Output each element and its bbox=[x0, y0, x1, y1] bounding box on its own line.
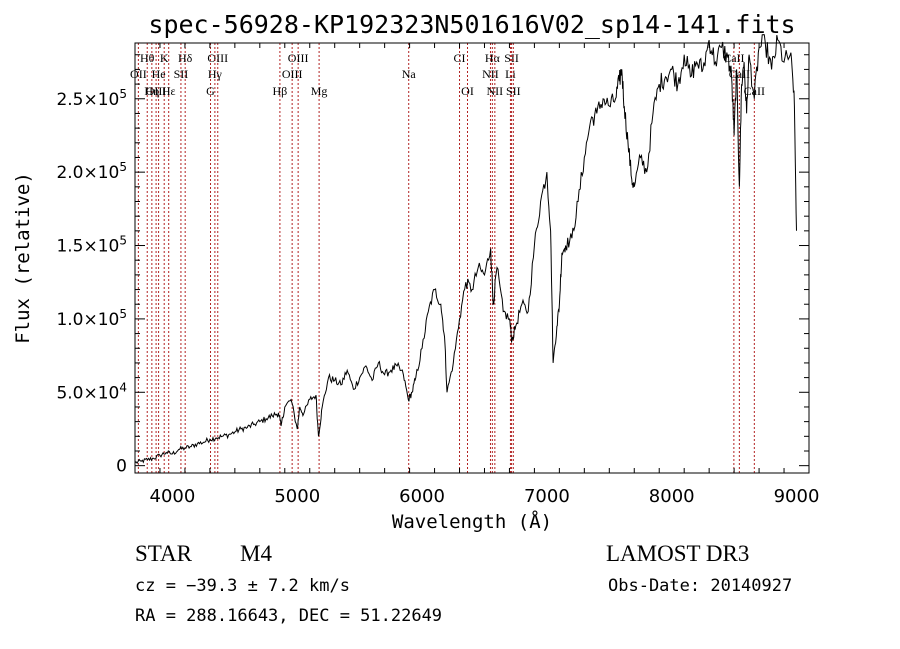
y-tick-label: 5.0×104 bbox=[56, 380, 127, 403]
x-axis-label: Wavelength (Å) bbox=[392, 510, 552, 533]
x-axis-ticks: 4000 5000 6000 7000 8000 9000 bbox=[134, 43, 820, 507]
marker-label-12: Hγ bbox=[208, 67, 223, 81]
marker-label-4: OIII bbox=[288, 51, 309, 65]
marker-label-19: Hη bbox=[144, 84, 159, 98]
y-axis-ticks: 0 5.0×104 1.0×105 1.5×105 2.0×105 2.5×105 bbox=[56, 54, 809, 477]
marker-label-23: Mg bbox=[311, 84, 328, 98]
object-class: STAR bbox=[135, 541, 193, 566]
marker-label-24: OI bbox=[461, 84, 474, 98]
x-tick-label: 5000 bbox=[274, 486, 320, 507]
marker-label-26: SII bbox=[506, 84, 521, 98]
marker-label-9: OII bbox=[130, 67, 147, 81]
marker-label-16: Li bbox=[505, 67, 516, 81]
marker-label-3: OIII bbox=[207, 51, 228, 65]
marker-label-5: CI bbox=[454, 51, 466, 65]
flux-series-line bbox=[134, 34, 797, 464]
y-tick-label: 2.5×105 bbox=[56, 87, 127, 110]
marker-label-18: OIII bbox=[146, 84, 167, 98]
x-tick-label: 8000 bbox=[649, 486, 695, 507]
x-tick-label: 4000 bbox=[150, 486, 196, 507]
marker-label-10: He bbox=[152, 67, 166, 81]
chart-title: spec-56928-KP192323N501616V02_sp14-141.f… bbox=[148, 10, 795, 39]
y-tick-label: 0 bbox=[116, 457, 127, 477]
x-tick-label: 7000 bbox=[524, 486, 570, 507]
marker-label-1: K bbox=[160, 51, 169, 65]
marker-label-25: NII bbox=[487, 84, 504, 98]
marker-label-15: NII bbox=[482, 67, 499, 81]
observation-date: Obs-Date: 20140927 bbox=[608, 576, 792, 596]
marker-label-14: Na bbox=[402, 67, 417, 81]
object-subclass: M4 bbox=[240, 541, 272, 566]
marker-label-0: Hθ bbox=[140, 51, 155, 65]
survey-name: LAMOST DR3 bbox=[606, 541, 749, 566]
redshift-velocity: cz = −39.3 ± 7.2 km/s bbox=[135, 576, 350, 596]
plot-frame bbox=[134, 42, 810, 474]
x-tick-label: 6000 bbox=[399, 486, 445, 507]
y-axis-label: Flux (relative) bbox=[12, 172, 34, 344]
y-tick-label: 2.0×105 bbox=[56, 160, 127, 183]
coordinates: RA = 288.16643, DEC = 51.22649 bbox=[135, 606, 442, 626]
y-tick-label: 1.5×105 bbox=[56, 234, 127, 257]
x-tick-label: 9000 bbox=[774, 486, 820, 507]
marker-label-20: Hε bbox=[162, 84, 176, 98]
marker-label-7: SII bbox=[504, 51, 519, 65]
marker-label-21: G bbox=[206, 84, 215, 98]
marker-label-2: Hδ bbox=[178, 51, 193, 65]
marker-label-6: Hα bbox=[485, 51, 501, 65]
marker-label-22: Hβ bbox=[273, 84, 288, 98]
marker-label-11: SII bbox=[174, 67, 189, 81]
marker-label-13: OIII bbox=[282, 67, 303, 81]
y-tick-label: 1.0×105 bbox=[56, 307, 127, 330]
